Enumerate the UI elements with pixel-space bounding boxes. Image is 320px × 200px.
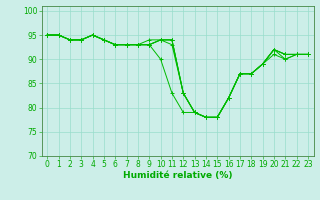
X-axis label: Humidité relative (%): Humidité relative (%) — [123, 171, 232, 180]
